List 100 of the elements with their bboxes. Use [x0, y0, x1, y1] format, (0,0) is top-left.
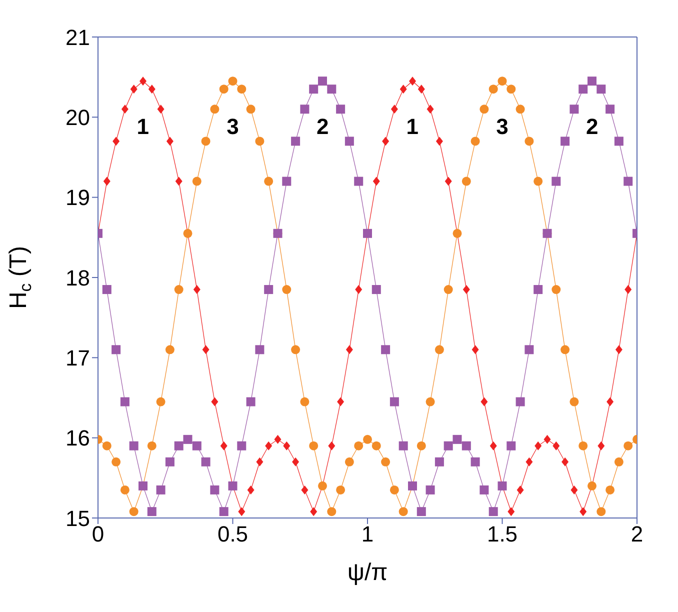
point	[120, 485, 130, 494]
point	[490, 441, 497, 450]
point	[211, 397, 218, 406]
point	[462, 285, 470, 294]
point	[516, 104, 525, 114]
point	[219, 84, 228, 94]
point	[274, 434, 282, 444]
point	[596, 507, 606, 516]
point	[570, 397, 579, 406]
point	[327, 507, 336, 516]
point	[328, 441, 336, 450]
point	[265, 441, 272, 450]
point	[598, 441, 605, 450]
point	[255, 136, 264, 146]
point	[202, 345, 210, 354]
point	[615, 345, 622, 354]
point	[480, 104, 489, 114]
point	[140, 76, 147, 86]
point	[344, 457, 354, 466]
annotation: 1	[406, 114, 419, 139]
point	[310, 507, 318, 516]
point	[201, 136, 210, 146]
point	[444, 176, 452, 186]
point	[246, 104, 256, 114]
point	[363, 434, 372, 444]
point	[210, 104, 220, 114]
point	[578, 441, 588, 450]
point	[480, 397, 488, 406]
point	[165, 345, 174, 354]
point	[409, 76, 416, 86]
point	[346, 345, 353, 354]
point	[381, 457, 390, 466]
point	[336, 485, 346, 494]
point	[508, 507, 515, 516]
point	[624, 441, 633, 450]
point	[130, 84, 138, 94]
point	[560, 345, 570, 354]
point	[264, 176, 274, 186]
point	[562, 457, 569, 466]
x-tick-label: 1	[361, 522, 374, 547]
point	[488, 84, 498, 94]
point	[220, 441, 228, 450]
point	[624, 285, 632, 294]
annotation: 2	[316, 114, 329, 139]
point	[398, 507, 408, 516]
point	[156, 397, 166, 406]
y-tick-label: 20	[66, 104, 90, 130]
x-tick-label: 0.5	[217, 522, 248, 547]
annotation: 2	[586, 114, 598, 139]
point	[470, 136, 480, 146]
point	[103, 176, 110, 186]
point	[355, 285, 362, 294]
point	[238, 507, 246, 516]
point	[337, 397, 344, 406]
point	[192, 176, 202, 186]
point	[426, 104, 434, 114]
point	[544, 434, 551, 444]
point	[390, 104, 398, 114]
point	[112, 457, 121, 466]
y-tick-label: 19	[66, 185, 90, 210]
y-tick-label: 21	[66, 24, 90, 50]
point	[606, 485, 615, 494]
point	[282, 285, 292, 294]
point	[526, 457, 533, 466]
point	[418, 84, 425, 94]
point	[472, 345, 479, 354]
point	[580, 507, 587, 516]
point	[534, 441, 542, 450]
point	[292, 457, 300, 466]
point	[436, 136, 443, 146]
x-tick-label: 1.5	[486, 522, 518, 547]
point	[606, 397, 614, 406]
point	[534, 176, 543, 186]
point	[354, 441, 364, 450]
y-tick-label: 15	[66, 506, 90, 531]
point	[524, 136, 534, 146]
annotation: 3	[226, 114, 239, 139]
point	[283, 441, 290, 450]
y-tick-label: 16	[66, 426, 90, 451]
point	[147, 441, 156, 450]
point	[416, 441, 426, 450]
annotation: 1	[136, 114, 150, 139]
annotation: 3	[496, 114, 508, 139]
point	[300, 397, 310, 406]
point	[372, 441, 381, 450]
point	[390, 485, 399, 494]
y-tick-label: 18	[66, 265, 90, 290]
point	[256, 457, 264, 466]
point	[552, 441, 560, 450]
x-axis-title: ψ/π	[347, 559, 388, 586]
point	[426, 397, 435, 406]
point	[166, 136, 174, 146]
point	[614, 457, 624, 466]
point	[175, 176, 182, 186]
point	[247, 485, 254, 494]
x-tick-label: 2	[630, 522, 644, 547]
point	[174, 285, 184, 294]
y-tick-label: 17	[66, 345, 90, 370]
point	[102, 441, 112, 450]
point	[121, 104, 128, 114]
